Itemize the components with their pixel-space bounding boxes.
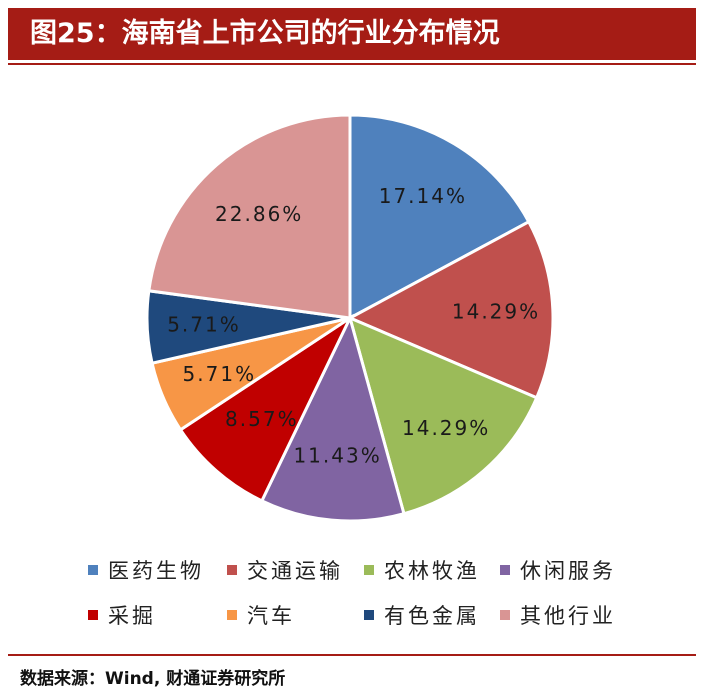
pie-slice	[147, 113, 352, 320]
slice-data-label: 17.14%	[379, 184, 467, 208]
footer-divider	[8, 654, 696, 656]
pie-slice	[348, 113, 531, 321]
slice-data-label: 5.71%	[167, 313, 241, 337]
slice-data-label: 22.86%	[215, 202, 303, 226]
title-divider	[8, 63, 696, 65]
slice-data-label: 5.71%	[183, 362, 257, 386]
slice-data-label: 14.29%	[452, 299, 540, 323]
pie-slice	[178, 313, 354, 503]
chart-title: 图25：海南省上市公司的行业分布情况	[30, 18, 500, 49]
title-bar: 图25：海南省上市公司的行业分布情况	[8, 8, 696, 60]
pie-slice	[259, 313, 406, 523]
slice-data-label: 14.29%	[402, 416, 490, 440]
slice-data-label: 11.43%	[293, 443, 381, 467]
pie-slice	[347, 315, 539, 516]
source-note: 数据来源：Wind, 财通证券研究所	[20, 669, 286, 689]
pie-slice	[346, 219, 555, 400]
slice-data-label: 8.57%	[225, 407, 299, 431]
